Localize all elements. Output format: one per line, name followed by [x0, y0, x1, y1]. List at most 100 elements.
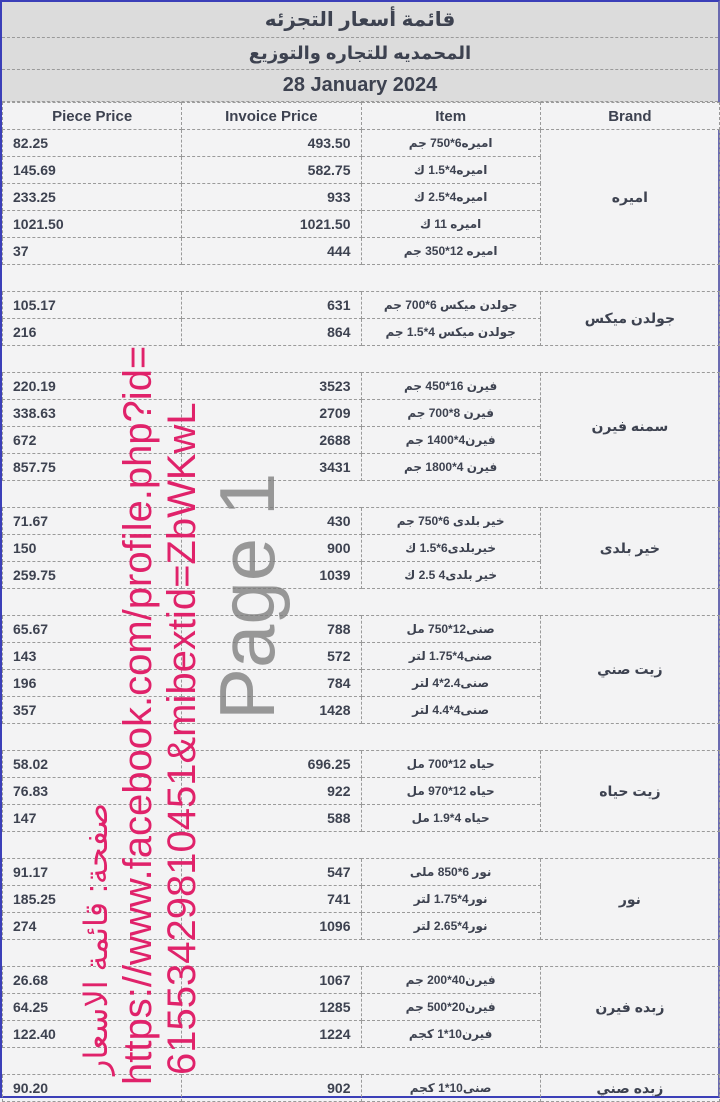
item-cell: اميره6*750 جم [360, 129, 541, 157]
item-cell: اميره4*2.5 ك [360, 183, 541, 211]
invoice-price-cell: 864 [181, 318, 362, 346]
item-cell: جولدن ميكس 6*700 جم [360, 291, 541, 319]
brand-cell: زيت صني [539, 615, 720, 724]
piece-price-cell: 672 [1, 426, 183, 454]
url-watermark-line2: 61553429810451&mibextid=ZbWKwL [160, 402, 204, 1075]
brand-cell: زيت حياه [539, 750, 720, 832]
invoice-price-cell: 696.25 [181, 750, 362, 778]
table-row: 1021.50 1021.50 اميره 11 ك [1, 210, 720, 238]
invoice-price-cell: 1285 [181, 993, 362, 1021]
invoice-price-cell: 1067 [181, 966, 362, 994]
item-cell: صنى4*4.4 لتر [360, 696, 541, 724]
piece-price-cell: 357 [1, 696, 183, 724]
column-header-piece-price: Piece Price [1, 102, 183, 130]
table-row: 82.25 493.50 اميره6*750 جم اميره [1, 129, 720, 265]
invoice-price-cell: 1096 [181, 912, 362, 940]
invoice-price-cell: 1428 [181, 696, 362, 724]
group-spacer-row [2, 264, 720, 292]
item-cell: صنى12*750 مل [360, 615, 541, 643]
piece-price-cell: 65.67 [1, 615, 183, 643]
item-cell: خير بلدى 6*750 جم [360, 507, 541, 535]
item-cell: فيرن4*1400 جم [360, 426, 541, 454]
table-row: 150 900 خيربلدى6*1.5 ك [1, 534, 720, 562]
page-name-watermark: صفحة: قائمة الاسعار [78, 802, 114, 1075]
group-spacer-row [2, 480, 720, 508]
piece-price-cell: 274 [1, 912, 183, 940]
invoice-price-cell: 2688 [181, 426, 362, 454]
invoice-price-cell: 493.50 [181, 129, 362, 157]
item-cell: فيرن10*1 كجم [360, 1020, 541, 1048]
invoice-price-cell: 900 [181, 534, 362, 562]
table-row: 857.75 3431 فيرن 4*1800 جم [1, 453, 720, 481]
item-cell: صنى2.4*4 لتر [360, 669, 541, 697]
table-row: 143 572 صنى4*1.75 لتر [1, 642, 720, 670]
table-header-row: Piece Price Invoice Price Item Brand [1, 102, 720, 130]
piece-price-cell: 147 [1, 804, 183, 832]
table-row: 274 1096 نور4*2.65 لتر [1, 912, 720, 940]
group-spacer-row [2, 723, 720, 751]
item-cell: فيرن 16*450 جم [360, 372, 541, 400]
piece-price-cell: 90.20 [1, 1074, 183, 1102]
invoice-price-cell: 2709 [181, 399, 362, 427]
piece-price-cell: 58.02 [1, 750, 183, 778]
invoice-price-cell: 582.75 [181, 156, 362, 184]
item-cell: فيرن 4*1800 جم [360, 453, 541, 481]
brand-cell: زبده فيرن [539, 966, 720, 1048]
invoice-price-cell: 588 [181, 804, 362, 832]
table-row: 76.83 922 حياه 12*970 مل [1, 777, 720, 805]
table-row: 91.17 547 نور 6*850 ملى نور [1, 858, 720, 940]
item-cell: حياه 12*700 مل [360, 750, 541, 778]
invoice-price-cell: 631 [181, 291, 362, 319]
piece-price-cell: 26.68 [1, 966, 183, 994]
invoice-price-cell: 430 [181, 507, 362, 535]
company-name: المحمديه للتجاره والتوزيع [2, 38, 718, 70]
brand-cell: جولدن ميكس [539, 291, 720, 346]
table-row: 145.69 582.75 اميره4*1.5 ك [1, 156, 720, 184]
invoice-price-cell: 902 [181, 1074, 362, 1102]
piece-price-cell: 857.75 [1, 453, 183, 481]
group-spacer-row [2, 1047, 720, 1075]
invoice-price-cell: 741 [181, 885, 362, 913]
invoice-price-cell: 444 [181, 237, 362, 265]
item-cell: نور 6*850 ملى [360, 858, 541, 886]
item-cell: صنى10*1 كجم [360, 1074, 541, 1102]
item-cell: اميره4*1.5 ك [360, 156, 541, 184]
column-header-invoice-price: Invoice Price [181, 102, 362, 130]
piece-price-cell: 105.17 [1, 291, 183, 319]
invoice-price-cell: 922 [181, 777, 362, 805]
item-cell: فيرن20*500 جم [360, 993, 541, 1021]
invoice-price-cell: 1021.50 [181, 210, 362, 238]
item-cell: نور4*1.75 لتر [360, 885, 541, 913]
item-cell: اميره 11 ك [360, 210, 541, 238]
table-row: 122.40 1224 فيرن10*1 كجم [1, 1020, 720, 1048]
table-row: 65.67 788 صنى12*750 مل زيت صني [1, 615, 720, 724]
table-row: 26.68 1067 فيرن40*200 جم زبده فيرن [1, 966, 720, 1048]
table-row: 105.17 631 جولدن ميكس 6*700 جم جولدن ميكس [1, 291, 720, 346]
table-row: 220.19 3523 فيرن 16*450 جم سمنه فيرن [1, 372, 720, 481]
invoice-price-cell: 3523 [181, 372, 362, 400]
brand-cell: خير بلدى [539, 507, 720, 589]
invoice-price-cell: 3431 [181, 453, 362, 481]
spacer-cell [2, 723, 720, 751]
spacer-cell [2, 480, 720, 508]
piece-price-cell: 233.25 [1, 183, 183, 211]
item-cell: نور4*2.65 لتر [360, 912, 541, 940]
piece-price-cell: 82.25 [1, 129, 183, 157]
item-cell: حياه 12*970 مل [360, 777, 541, 805]
item-cell: فيرن40*200 جم [360, 966, 541, 994]
brand-cell: سمنه فيرن [539, 372, 720, 481]
invoice-price-cell: 933 [181, 183, 362, 211]
table-row: 58.02 696.25 حياه 12*700 مل زيت حياه [1, 750, 720, 832]
table-row: 672 2688 فيرن4*1400 جم [1, 426, 720, 454]
table-row: 71.67 430 خير بلدى 6*750 جم خير بلدى [1, 507, 720, 589]
price-table: Piece Price Invoice Price Item Brand 82.… [1, 102, 720, 1102]
invoice-price-cell: 788 [181, 615, 362, 643]
spacer-cell [2, 264, 720, 292]
document-title: قائمة أسعار التجزئه [2, 2, 718, 38]
group-spacer-row [2, 345, 720, 373]
invoice-price-cell: 547 [181, 858, 362, 886]
table-row: 37 444 اميره 12*350 جم [1, 237, 720, 265]
piece-price-cell: 216 [1, 318, 183, 346]
item-cell: اميره 12*350 جم [360, 237, 541, 265]
spacer-cell [2, 588, 720, 616]
